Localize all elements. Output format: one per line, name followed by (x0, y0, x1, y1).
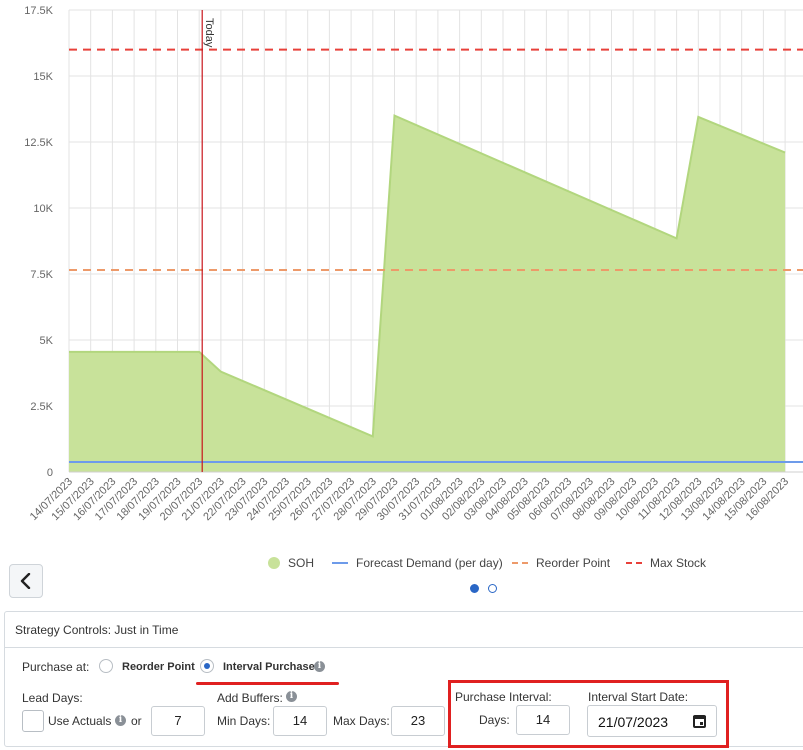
min-days-input[interactable]: 14 (273, 706, 327, 736)
max-stock-swatch (626, 562, 642, 564)
pager-dot-2[interactable] (488, 584, 497, 593)
legend-label-forecast: Forecast Demand (per day) (356, 556, 503, 570)
use-actuals-checkbox[interactable] (22, 710, 44, 732)
calendar-icon[interactable] (693, 715, 706, 728)
interval-purchases-radio[interactable] (200, 659, 214, 673)
pager-dot-1[interactable] (470, 584, 479, 593)
y-tick-label: 10K (33, 203, 53, 215)
info-icon[interactable]: i (286, 691, 297, 702)
interval-start-date-label: Interval Start Date: (588, 690, 689, 704)
stock-chart: 02.5K5K7.5K10K12.5K15K17.5K14/07/202315/… (24, 5, 803, 523)
purchase-interval-label: Purchase Interval: (455, 690, 552, 704)
reorder-point-radio[interactable] (99, 659, 113, 673)
panel-header: Strategy Controls: Just in Time (5, 612, 803, 648)
purchase-at-label: Purchase at: (22, 660, 90, 674)
chevron-left-icon (20, 573, 31, 589)
info-icon[interactable]: i (115, 715, 126, 726)
today-marker-label: Today (203, 18, 215, 48)
legend-label-soh: SOH (288, 556, 315, 570)
use-actuals-label: Use Actuals (48, 714, 112, 728)
soh-area (69, 115, 786, 472)
purchase-interval-days-input[interactable]: 14 (516, 705, 570, 735)
min-days-label: Min Days: (217, 714, 271, 728)
lead-days-input[interactable]: 7 (151, 706, 205, 736)
legend-item-max-stock[interactable]: Max Stock (626, 556, 706, 570)
legend-label-reorder: Reorder Point (536, 556, 611, 570)
max-days-label: Max Days: (333, 714, 390, 728)
y-tick-label: 17.5K (24, 5, 53, 17)
legend-label-max-stock: Max Stock (650, 556, 707, 570)
y-tick-label: 15K (33, 71, 53, 83)
panel-title: Strategy Controls: Just in Time (15, 623, 179, 637)
soh-line (69, 114, 786, 438)
back-button[interactable] (9, 564, 43, 598)
legend-item-forecast[interactable]: Forecast Demand (per day) (332, 556, 503, 570)
info-icon[interactable]: i (314, 661, 325, 672)
y-tick-label: 2.5K (30, 401, 53, 413)
chart-legend: SOH Forecast Demand (per day) Reorder Po… (0, 556, 803, 576)
interval-start-date-input[interactable]: 21/07/2023 (587, 705, 717, 737)
max-days-input[interactable]: 23 (391, 706, 445, 736)
y-tick-label: 12.5K (24, 137, 53, 149)
annotation-underline (196, 682, 339, 685)
days-label: Days: (479, 713, 510, 727)
y-tick-label: 7.5K (30, 269, 53, 281)
add-buffers-label: Add Buffers: (217, 691, 283, 705)
annotation-highlight-box (448, 680, 729, 748)
chart-pager (470, 584, 497, 593)
legend-item-soh[interactable]: SOH (268, 556, 314, 570)
reorder-point-option-label[interactable]: Reorder Point (122, 661, 195, 673)
or-label: or (131, 714, 142, 728)
y-tick-label: 0 (47, 467, 53, 479)
forecast-swatch (332, 562, 348, 564)
lead-days-label: Lead Days: (22, 691, 83, 705)
reorder-swatch (512, 562, 528, 564)
interval-start-date-value: 21/07/2023 (598, 714, 669, 730)
y-tick-label: 5K (40, 335, 54, 347)
interval-purchases-option-label[interactable]: Interval Purchases (223, 661, 321, 673)
legend-item-reorder[interactable]: Reorder Point (512, 556, 610, 570)
soh-swatch (268, 557, 280, 569)
